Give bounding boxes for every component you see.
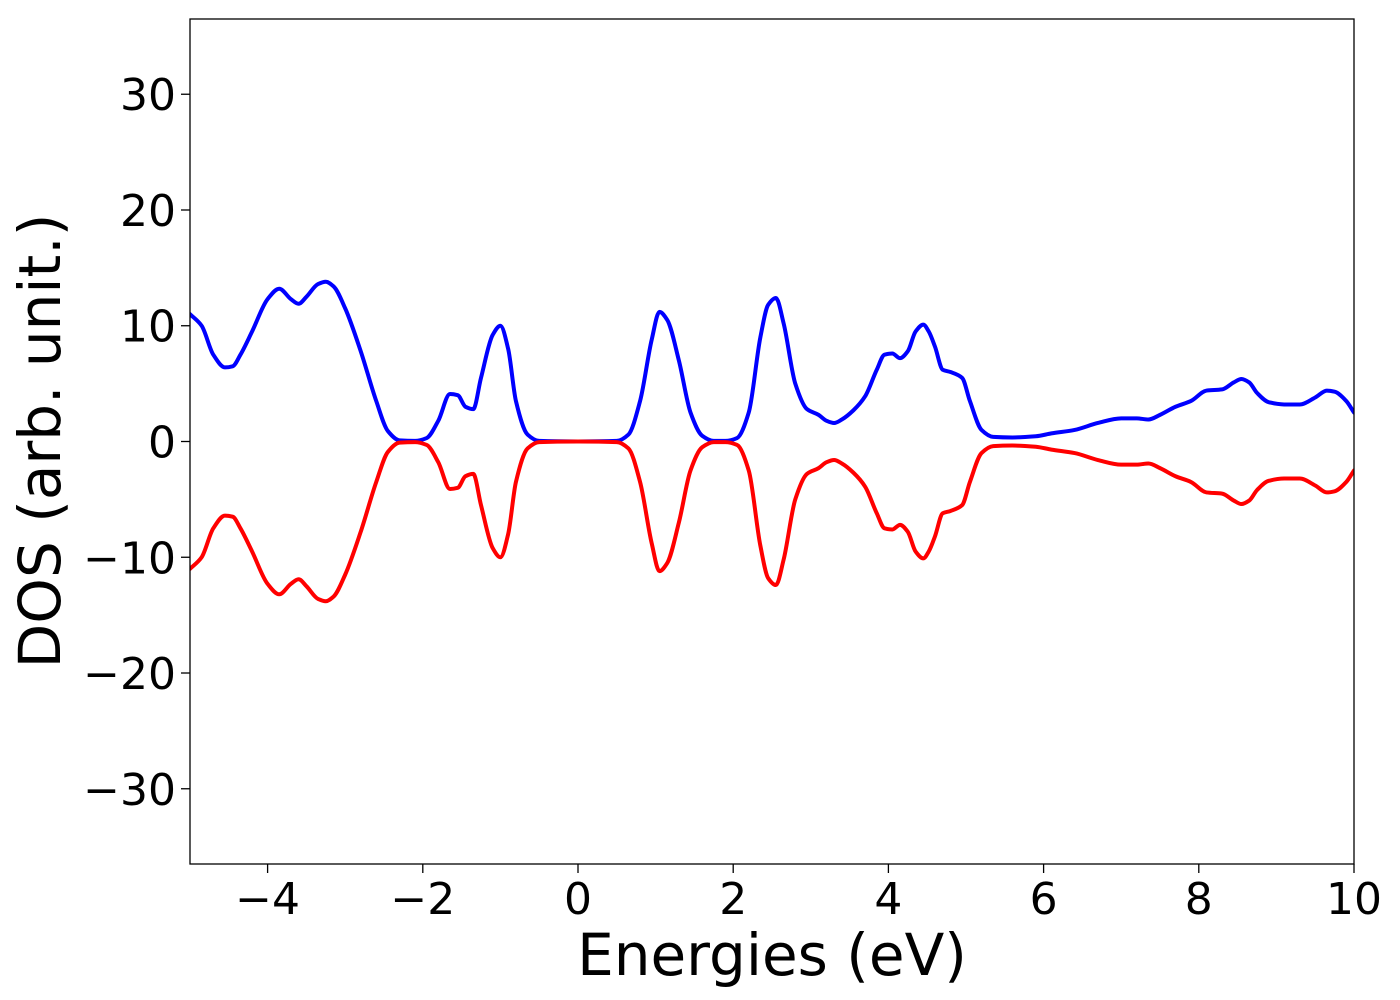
y-axis-title: DOS (arb. unit.)	[6, 214, 74, 669]
x-tick-label: 4	[874, 874, 902, 925]
x-axis-ticks: −4 −2 0 2 4 6 8 10	[235, 864, 1382, 925]
x-axis-title: Energies (eV)	[577, 921, 967, 989]
y-tick-label: −20	[83, 649, 176, 700]
x-tick-label: −4	[235, 874, 300, 925]
x-tick-label: 0	[564, 874, 592, 925]
series-line-spin-up	[190, 279, 1354, 444]
series-layer	[190, 279, 1354, 604]
y-tick-label: 0	[148, 418, 176, 469]
y-tick-label: 10	[120, 302, 176, 353]
series-line-spin-down	[190, 439, 1354, 604]
y-axis-ticks: −30 −20 −10 0 10 20 30	[83, 70, 190, 816]
x-tick-label: −2	[390, 874, 455, 925]
y-tick-label: −10	[83, 533, 176, 584]
plot-area	[190, 19, 1354, 864]
y-tick-label: −30	[83, 765, 176, 816]
x-tick-label: 10	[1326, 874, 1382, 925]
x-tick-label: 6	[1030, 874, 1058, 925]
x-tick-label: 8	[1185, 874, 1213, 925]
y-tick-label: 30	[120, 70, 176, 121]
x-tick-label: 2	[719, 874, 747, 925]
y-tick-label: 20	[120, 186, 176, 237]
